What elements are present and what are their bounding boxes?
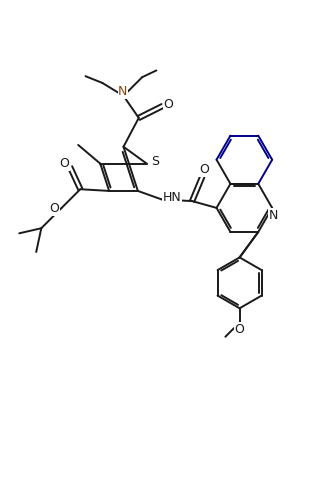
Text: HN: HN — [163, 191, 182, 204]
Text: O: O — [235, 323, 244, 336]
Text: O: O — [164, 98, 174, 111]
Text: O: O — [49, 202, 59, 215]
Text: N: N — [118, 85, 127, 98]
Text: S: S — [151, 155, 159, 168]
Text: N: N — [269, 209, 278, 222]
Text: O: O — [199, 163, 209, 176]
Text: O: O — [59, 157, 69, 170]
